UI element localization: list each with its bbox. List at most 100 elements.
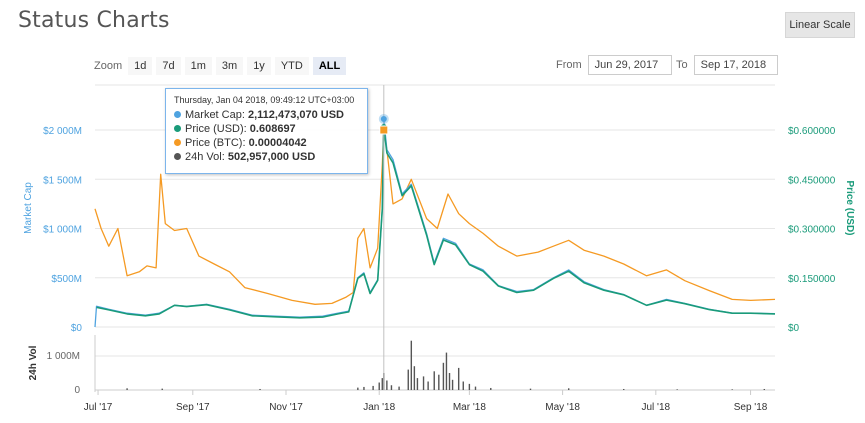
linear-scale-button[interactable]: Linear Scale [785,12,855,38]
volume-bars [126,340,766,390]
left-axis-tick-label: $1 500M [43,175,82,186]
zoom-3m-button[interactable]: 3m [215,57,244,75]
volume-bar [433,371,435,390]
volume-bar [416,378,419,390]
date-range-to: To Sep 17, 2018 [676,55,778,75]
volume-bar [490,387,492,390]
volume-bar [413,366,416,390]
x-tick-label: May '18 [545,402,580,413]
tooltip-label: Market Cap: [185,109,245,121]
series-lines [94,118,776,328]
volume-bar [731,389,733,390]
volume-bar [462,381,464,390]
x-tick-label: Jul '18 [642,402,671,413]
zoom-1m-button[interactable]: 1m [184,57,212,75]
zoom-all-button[interactable]: ALL [312,57,347,75]
chart-overlay [378,85,389,390]
tooltip-header: Thursday, Jan 04 2018, 09:49:12 UTC+03:0… [174,95,355,105]
volume-bar [442,362,445,390]
x-tick-label: Sep '17 [176,402,210,413]
x-tick-label: Nov '17 [269,402,303,413]
volume-bar [676,389,678,390]
tooltip-label: Price (BTC): [185,137,246,149]
series-line-price-usd- [96,126,776,319]
page-title: Status Charts [18,8,170,33]
tooltip-row-volume: 24h Vol: 502,957,000 USD [174,150,367,164]
chart-tooltip: Thursday, Jan 04 2018, 09:49:12 UTC+03:0… [165,88,368,174]
tooltip-row-market-cap: Market Cap: 2,112,473,070 USD [174,108,367,122]
volume-axis-tick-label: 0 [74,385,80,396]
right-axis-title: Price (USD) [844,180,855,235]
volume-bar [381,378,383,390]
volume-bar [623,388,625,390]
zoom-controls: Zoom 1d 7d 1m 3m 1y YTD ALL [94,57,350,75]
volume-bar [468,383,471,390]
zoom-label: Zoom [94,60,123,72]
tooltip-value: 0.608697 [249,123,296,135]
right-axis-tick-label: $0.150000 [788,274,836,285]
x-tick-label: Jan '18 [363,402,395,413]
tooltip-label: 24h Vol: [185,151,225,163]
grid-lines [94,84,775,395]
price-btc-dot-icon [174,139,181,146]
volume-bar [259,388,261,390]
series-line-price-btc- [94,129,776,305]
volume-bar [378,382,380,390]
volume-bar [427,381,429,390]
volume-axis-title: 24h Vol [28,345,39,380]
x-tick-label: Mar '18 [453,402,486,413]
volume-bar [448,373,451,390]
volume-axis-tick-label: 1 000M [47,351,80,362]
volume-bar [457,367,460,390]
volume-bar [451,379,454,390]
volume-bar [386,380,388,390]
volume-bar [357,387,359,390]
x-tick-label: Jul '17 [84,402,113,413]
x-tick-label: Sep '18 [734,402,768,413]
right-axis-tick-label: $0.300000 [788,225,836,236]
from-date-input[interactable]: Jun 29, 2017 [587,55,672,75]
volume-bar [568,388,570,390]
market-cap-hover-marker [380,115,387,122]
tooltip-row-price-usd: Price (USD): 0.608697 [174,122,367,136]
zoom-ytd-button[interactable]: YTD [274,57,309,75]
volume-bar [407,369,409,390]
date-range-from: From Jun 29, 2017 [556,55,672,75]
tooltip-value: 2,112,473,070 USD [247,109,345,121]
volume-bar [422,376,425,390]
left-axis-tick-label: $500M [51,274,82,285]
market-cap-dot-icon [174,111,181,118]
volume-bar [161,388,163,390]
volume-bar [398,386,400,390]
zoom-1d-button[interactable]: 1d [128,57,153,75]
left-axis-tick-label: $0 [71,323,83,334]
left-axis-tick-label: $2 000M [43,126,82,137]
volume-bar [363,386,365,390]
right-axis-tick-label: $0.600000 [788,126,836,137]
tooltip-row-price-btc: Price (BTC): 0.00004042 [174,136,367,150]
tooltip-label: Price (USD): [185,123,247,135]
volume-bar [763,388,766,390]
right-axis-tick-label: $0.450000 [788,175,836,186]
left-axis-tick-label: $1 000M [43,225,82,236]
volume-bar [126,388,128,390]
price-btc-hover-marker [379,125,389,135]
volume-dot-icon [174,153,181,160]
volume-bar [390,385,393,390]
zoom-1y-button[interactable]: 1y [247,57,271,75]
right-axis-tick-label: $0 [788,323,800,334]
volume-bar [445,352,448,390]
volume-bar [438,374,440,390]
left-axis-title: Market Cap [23,182,34,234]
axis-labels: $0 $500M $1 000M $1 500M $2 000M $0 $0.150000 $… [23,126,855,413]
tooltip-value: 0.00004042 [248,137,307,149]
volume-bar [529,388,532,390]
from-label: From [556,59,582,71]
price-usd-dot-icon [174,125,181,132]
volume-bar [372,385,374,390]
to-date-input[interactable]: Sep 17, 2018 [693,55,778,75]
tooltip-value: 502,957,000 USD [227,151,316,163]
zoom-7d-button[interactable]: 7d [156,57,181,75]
volume-bar [474,386,477,390]
